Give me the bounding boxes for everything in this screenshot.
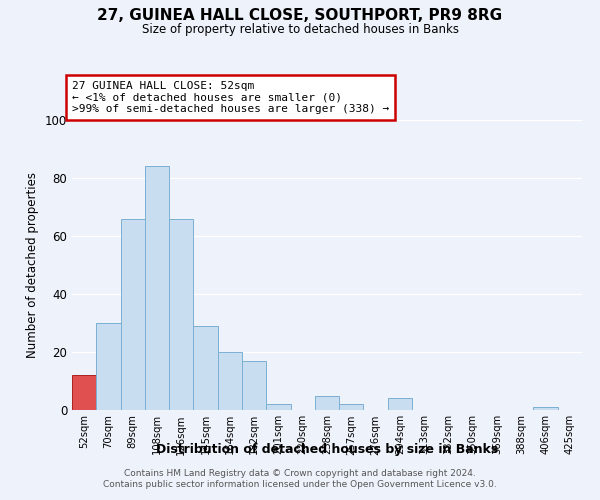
Bar [218,352,242,410]
Bar [315,396,339,410]
Text: Contains public sector information licensed under the Open Government Licence v3: Contains public sector information licen… [103,480,497,489]
Text: Distribution of detached houses by size in Banks: Distribution of detached houses by size … [156,442,498,456]
Bar [533,407,558,410]
Text: Size of property relative to detached houses in Banks: Size of property relative to detached ho… [142,22,458,36]
Bar [242,360,266,410]
Text: 27, GUINEA HALL CLOSE, SOUTHPORT, PR9 8RG: 27, GUINEA HALL CLOSE, SOUTHPORT, PR9 8R… [97,8,503,22]
Text: Contains HM Land Registry data © Crown copyright and database right 2024.: Contains HM Land Registry data © Crown c… [124,468,476,477]
Bar [169,218,193,410]
Bar [145,166,169,410]
Bar [193,326,218,410]
Bar [339,404,364,410]
Bar [72,375,96,410]
Bar [266,404,290,410]
Bar [121,218,145,410]
Bar [388,398,412,410]
Text: 27 GUINEA HALL CLOSE: 52sqm
← <1% of detached houses are smaller (0)
>99% of sem: 27 GUINEA HALL CLOSE: 52sqm ← <1% of det… [72,81,389,114]
Y-axis label: Number of detached properties: Number of detached properties [26,172,40,358]
Bar [96,323,121,410]
